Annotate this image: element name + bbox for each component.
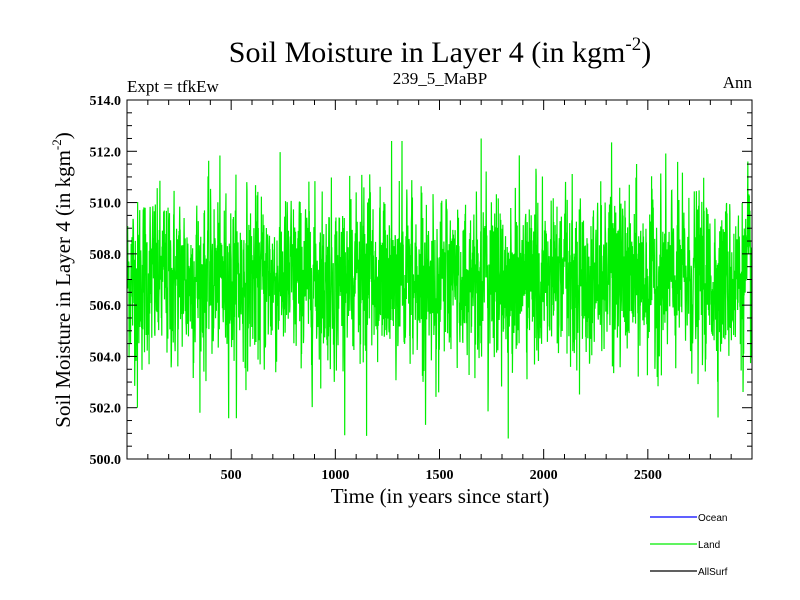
legend-label-ocean: Ocean <box>698 513 727 524</box>
chart-title: Soil Moisture in Layer 4 (in kgm-2) <box>229 34 651 69</box>
legend: Ocean Land AllSurf <box>650 513 728 578</box>
x-tick-label: 500 <box>221 468 242 483</box>
y-tick-label: 502.0 <box>90 402 122 417</box>
y-axis-label-superscript: -2 <box>49 139 64 150</box>
chart-title-suffix: ) <box>641 36 651 69</box>
series-group <box>127 138 752 439</box>
subtitle-left: Expt = tfkEw <box>127 77 219 96</box>
y-tick-label: 508.0 <box>90 248 122 263</box>
y-tick-label: 506.0 <box>90 299 122 314</box>
y-axis: 500.0 502.0 504.0 506.0 508.0 510.0 512.0 514.0 <box>90 94 752 468</box>
x-axis-label: Time (in years since start) <box>331 484 550 508</box>
x-tick-label: 2000 <box>530 468 558 483</box>
y-axis-label-main: Soil Moisture in Layer 4 (in kgm <box>51 150 75 428</box>
x-axis: 500 1000 1500 2000 2500 <box>147 100 732 483</box>
x-tick-label: 1000 <box>321 468 349 483</box>
y-tick-label: 510.0 <box>90 197 122 212</box>
y-axis-label: Soil Moisture in Layer 4 (in kgm-2) <box>49 132 75 427</box>
legend-label-allsurf: AllSurf <box>698 567 728 578</box>
y-tick-label: 504.0 <box>90 350 122 365</box>
subtitle-center: 239_5_MaBP <box>393 69 487 88</box>
y-tick-label: 514.0 <box>90 94 122 109</box>
subtitle-right: Ann <box>723 73 753 92</box>
y-tick-label: 512.0 <box>90 145 122 160</box>
series-land-line <box>127 138 752 439</box>
y-tick-label: 500.0 <box>90 453 122 468</box>
x-tick-label: 2500 <box>634 468 662 483</box>
y-axis-label-suffix: ) <box>51 132 75 139</box>
chart-title-superscript: -2 <box>625 34 641 55</box>
legend-label-land: Land <box>698 540 720 551</box>
x-tick-label: 1500 <box>426 468 454 483</box>
chart-title-main: Soil Moisture in Layer 4 (in kgm <box>229 36 626 69</box>
